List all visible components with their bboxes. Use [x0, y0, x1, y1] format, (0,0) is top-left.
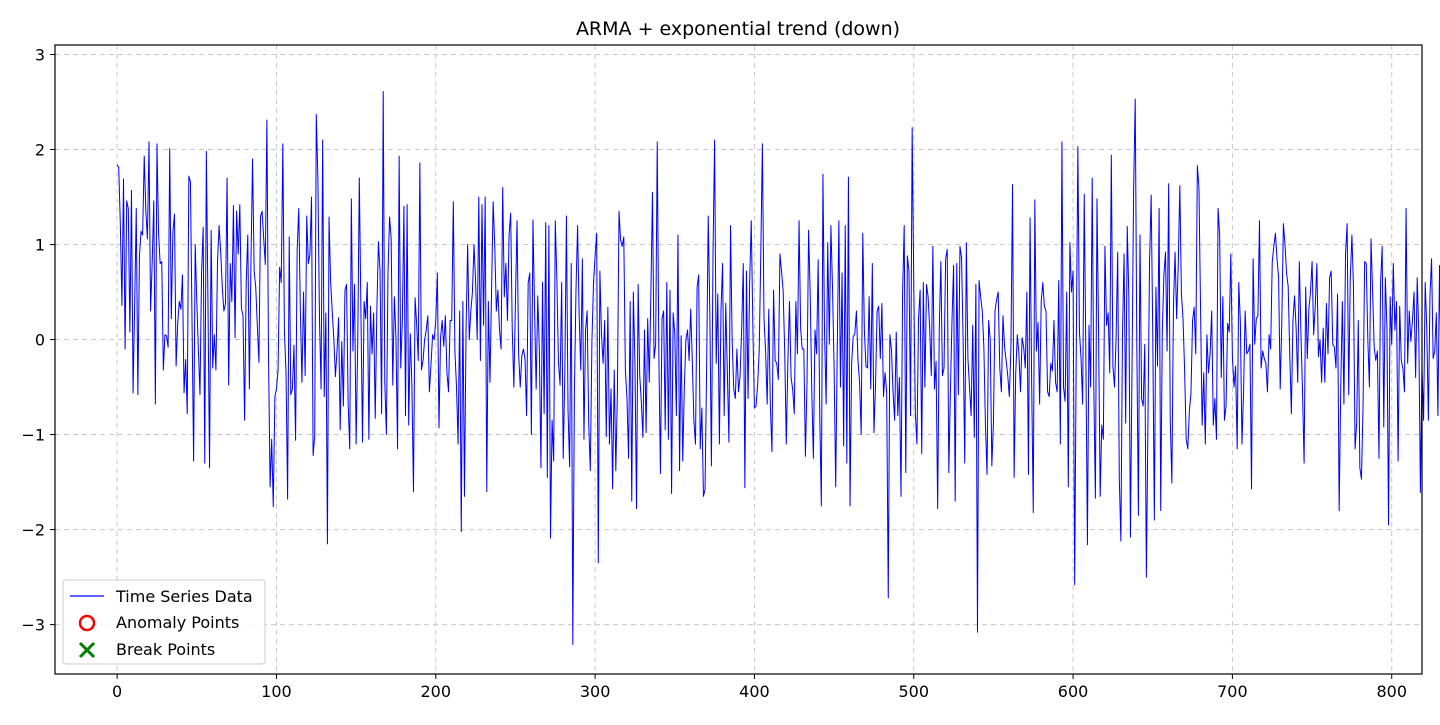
x-tick-label: 600: [1058, 682, 1089, 701]
x-tick-label: 0: [112, 682, 122, 701]
y-tick-label: −1: [21, 426, 45, 445]
legend: Time Series Data Anomaly Points Break Po…: [62, 579, 266, 665]
x-tick-label: 700: [1217, 682, 1248, 701]
x-tick-label: 500: [898, 682, 929, 701]
plot-area-frame: [54, 44, 1423, 675]
y-tick-label: 0: [35, 331, 45, 350]
y-tick-label: 2: [35, 141, 45, 160]
x-tick-label: 100: [261, 682, 292, 701]
x-tick-label: 800: [1376, 682, 1407, 701]
legend-label-break: Break Points: [116, 640, 215, 659]
legend-anomaly-marker: [78, 614, 96, 632]
y-tick-label: 1: [35, 236, 45, 255]
x-tick-label: 400: [739, 682, 770, 701]
series-line-time-series-data: [116, 91, 1440, 646]
legend-break-marker: [78, 641, 96, 659]
legend-box: [62, 579, 266, 665]
legend-label-anomaly: Anomaly Points: [116, 613, 239, 632]
chart-title: ARMA + exponential trend (down): [576, 18, 900, 40]
axes: 0 100 200 300 400 500 600 700 800 −3 −2 −1 0 1 2 3: [21, 46, 1407, 701]
y-tick-label: 3: [35, 46, 45, 65]
series-layer: [116, 91, 1440, 646]
legend-label-time-series: Time Series Data: [115, 587, 253, 606]
x-tick-label: 300: [580, 682, 611, 701]
y-tick-label: −2: [21, 521, 45, 540]
grid: [55, 45, 1422, 674]
y-tick-label: −3: [21, 616, 45, 635]
x-tick-label: 200: [421, 682, 452, 701]
